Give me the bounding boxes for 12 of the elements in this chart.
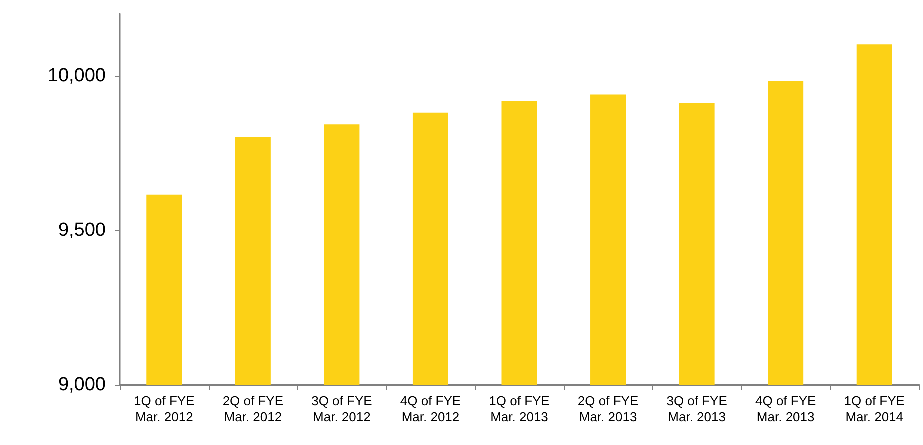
x-tick-label: 2Q of FYE Mar. 2012 [222,394,284,424]
y-tick-label: 9,500 [58,220,106,241]
x-tick-label: 3Q of FYE Mar. 2012 [312,394,373,424]
x-tick-label: 2Q of FYE Mar. 2013 [578,394,639,424]
x-tick-label: 1Q of FYE Mar. 2014 [844,394,906,424]
y-tick-label: 9,000 [58,374,106,396]
x-tick-label: 4Q of FYE Mar. 2013 [755,394,816,424]
x-tick-label: 3Q of FYE Mar. 2013 [666,394,728,424]
y-tick-label: 10,000 [48,65,106,86]
x-tick-label: 1Q of FYE Mar. 2012 [134,394,196,424]
x-tick-label: 1Q of FYE Mar. 2013 [489,394,550,424]
x-tick-label: 4Q of FYE Mar. 2012 [400,394,462,424]
